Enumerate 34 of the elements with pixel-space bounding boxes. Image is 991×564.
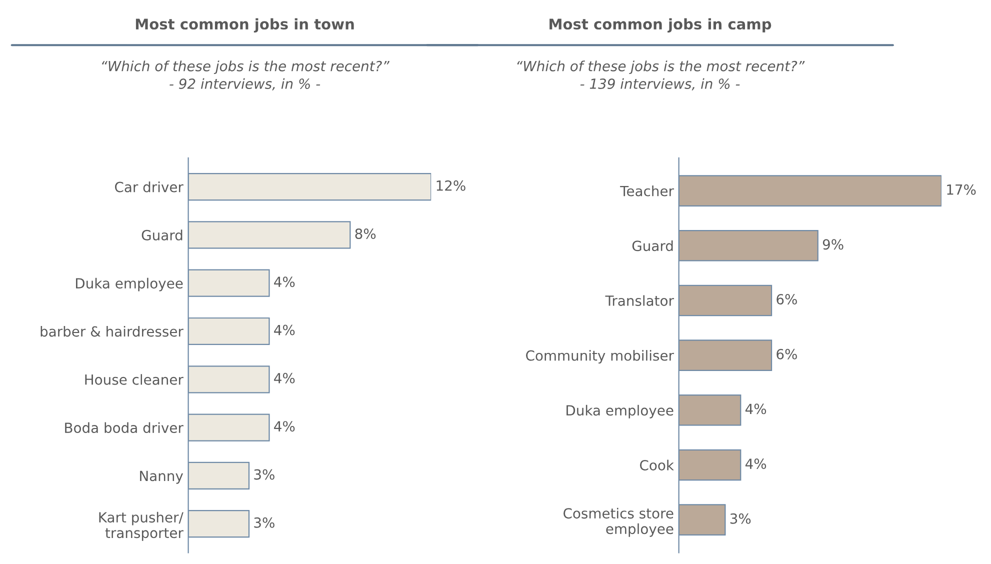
- y-tick-label: Community mobiliser: [526, 350, 674, 364]
- data-label: 4%: [745, 458, 766, 470]
- data-label: 4%: [274, 421, 295, 432]
- data-label: 4%: [274, 372, 295, 384]
- data-label: 3%: [730, 513, 751, 524]
- y-tick-label: Translator: [605, 295, 674, 306]
- data-label: 9%: [822, 239, 844, 250]
- y-tick-label: Cook: [640, 460, 674, 470]
- data-label: 3%: [254, 517, 274, 528]
- y-tick-label: Boda boda driver: [65, 422, 184, 434]
- data-label: 8%: [355, 228, 376, 239]
- data-label: 3%: [254, 469, 274, 480]
- y-tick-label: barber & hairdresser: [40, 326, 184, 337]
- data-label: 6%: [776, 348, 797, 360]
- y-tick-label: Cosmetics store employee: [564, 508, 674, 537]
- data-label: 4%: [274, 324, 295, 336]
- data-label: 6%: [776, 294, 797, 305]
- chart-subtitle: “Which of these jobs is the most recent?” - 139 interviews, in % -: [517, 60, 805, 90]
- chart-title: Most common jobs in camp: [550, 18, 772, 32]
- chart-subtitle: “Which of these jobs is the most recent?” - 92 interviews, in % -: [102, 60, 390, 90]
- y-tick-label: Duka employee: [566, 404, 674, 418]
- data-label: 4%: [274, 276, 295, 288]
- y-tick-label: Car driver: [115, 182, 184, 192]
- data-label: 4%: [745, 404, 766, 414]
- y-tick-label: House cleaner: [85, 374, 184, 385]
- y-tick-label: Guard: [632, 240, 673, 252]
- y-tick-label: Guard: [142, 230, 182, 240]
- data-label: 12%: [436, 180, 466, 191]
- y-tick-label: Kart pusher/ transporter: [99, 512, 184, 541]
- data-label: 17%: [947, 184, 976, 195]
- chart-title: Most common jobs in town: [136, 18, 354, 32]
- y-tick-label: Nanny: [140, 470, 184, 484]
- y-tick-label: Duka employee: [76, 278, 183, 292]
- y-tick-label: Teacher: [620, 186, 674, 196]
